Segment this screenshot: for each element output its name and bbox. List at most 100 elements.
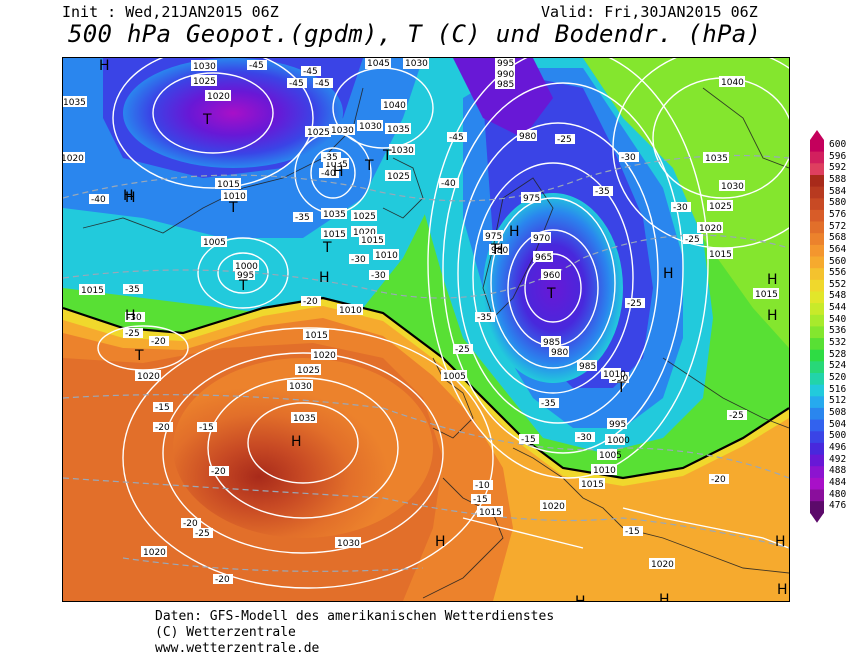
legend-swatch [810, 291, 824, 304]
pressure-label: 1005 [203, 238, 226, 248]
isotherms [63, 154, 789, 572]
azores-high-warm-core [173, 358, 433, 538]
legend-swatch [810, 454, 824, 467]
scandinavia-low [483, 193, 623, 383]
pressure-centers: H H H H H H H H H H H H H H H H H T T T … [99, 58, 788, 601]
legend-value: 596 [829, 150, 847, 162]
pressure-label: 1030 [331, 126, 354, 136]
temp-label: -20 [183, 519, 198, 529]
legend-swatch [810, 209, 824, 222]
legend-swatch [810, 396, 824, 409]
temp-label: -45 [289, 79, 304, 89]
pressure-label: 1020 [542, 502, 565, 512]
pressure-label: 1020 [651, 560, 674, 570]
high-marker: H [767, 272, 778, 288]
legend-swatch [810, 279, 824, 292]
legend-value: 564 [829, 243, 847, 255]
temp-label: -25 [685, 235, 700, 245]
pressure-label: 1035 [325, 160, 348, 170]
legend-value: 572 [829, 220, 847, 232]
high-marker: H [767, 308, 778, 324]
temp-label: -15 [155, 403, 170, 413]
coastlines [82, 87, 789, 599]
high-marker: H [493, 242, 504, 258]
legend-swatch [810, 221, 824, 234]
pressure-label: 980 [491, 246, 508, 256]
legend-value: 520 [829, 372, 847, 383]
pressure-label: 1015 [361, 236, 384, 246]
legend-swatch [810, 477, 824, 490]
temp-label: -45 [303, 67, 318, 77]
legend-swatch [810, 163, 824, 176]
legend-swatch [810, 349, 824, 362]
temp-label: -20 [211, 467, 226, 477]
pressure-label: 995 [237, 271, 254, 281]
temp-label: -25 [729, 411, 744, 421]
temp-label: -20 [151, 337, 166, 347]
pressure-label: 1030 [721, 182, 744, 192]
legend-arrow-top [810, 130, 824, 140]
legend-value: 536 [829, 325, 847, 337]
pressure-label: 1035 [63, 98, 86, 108]
pressure-label: 1010 [603, 370, 626, 380]
temp-label: -45 [315, 79, 330, 89]
temp-label: -35 [125, 285, 140, 295]
temp-label: -20 [155, 423, 170, 433]
legend-swatch [810, 186, 824, 199]
temp-label: -15 [199, 423, 214, 433]
legend-value: 512 [829, 395, 847, 407]
pressure-label: 1040 [383, 101, 406, 111]
temp-label: -35 [295, 213, 310, 223]
high-marker: H [125, 190, 136, 206]
legend-value: 488 [829, 465, 847, 477]
pressure-label: 1030 [391, 146, 414, 156]
legend-value: 480 [829, 488, 847, 500]
legend-swatch [810, 244, 824, 257]
pressure-label: 1010 [593, 466, 616, 476]
legend-value: 544 [829, 302, 847, 314]
legend-swatch [810, 175, 824, 188]
pressure-label: 990 [497, 70, 514, 80]
high-marker: H [319, 270, 330, 286]
pressure-label: 985 [543, 338, 560, 348]
high-marker: H [575, 594, 586, 601]
temp-label: -40 [321, 169, 336, 179]
temp-label: -10 [475, 481, 490, 491]
pressure-label: 975 [523, 194, 540, 204]
credit-line-1: Daten: GFS-Modell des amerikanischen Wet… [155, 609, 555, 624]
legend-value: 588 [829, 173, 847, 185]
legend-swatches [810, 130, 824, 523]
legend-value: 556 [829, 267, 847, 279]
pressure-label: 1015 [709, 250, 732, 260]
pressure-label: 1020 [353, 228, 376, 238]
pressure-label: 1005 [599, 451, 622, 461]
pressure-label: 985 [497, 80, 514, 90]
legend-swatch [810, 442, 824, 455]
pressure-label: 1035 [387, 125, 410, 135]
temp-label: -20 [711, 475, 726, 485]
temp-label: -40 [441, 179, 456, 189]
legend-value: 532 [829, 337, 847, 349]
pressure-label-1: 1030 [191, 60, 217, 72]
temp-label: -15 [625, 527, 640, 537]
high-marker: H [659, 592, 670, 601]
temp-label: -30 [673, 203, 688, 213]
legend-value: 496 [829, 441, 847, 453]
low-marker: T [490, 242, 500, 258]
low-marker: T [238, 278, 248, 294]
pressure-label: 1035 [705, 154, 728, 164]
legend-swatch [810, 501, 824, 514]
legend-value: 504 [829, 418, 847, 430]
legend-swatch [810, 140, 824, 153]
high-marker: H [435, 534, 446, 550]
pressure-label: 1030 [289, 382, 312, 392]
low-marker: T [364, 158, 374, 174]
legend-swatch [810, 466, 824, 479]
pressure-label: 1005 [443, 372, 466, 382]
legend-swatch [810, 431, 824, 444]
legend-value: 508 [829, 406, 847, 418]
pressure-label: 965 [535, 253, 552, 263]
legend-value: 580 [829, 197, 847, 209]
pressure-label: 1035 [293, 414, 316, 424]
low-marker: T [546, 286, 556, 302]
